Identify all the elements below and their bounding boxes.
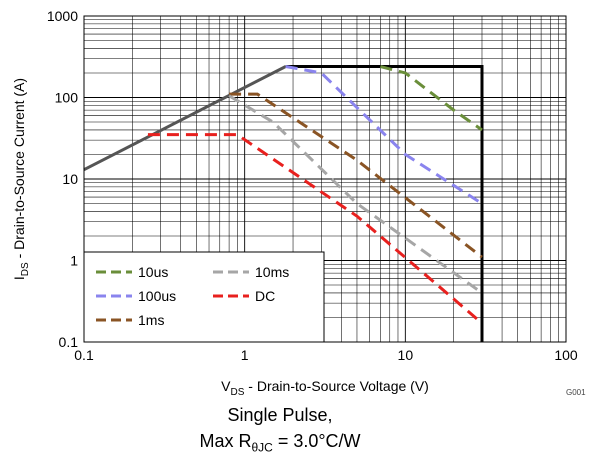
soa-boundary-ramp [83, 65, 287, 172]
y-tick-label: 0.1 [59, 334, 79, 350]
x-tick-label: 1 [241, 347, 249, 363]
legend-label-100us: 100us [138, 288, 176, 304]
x-tick-label: 0.1 [74, 347, 94, 363]
series-lines [147, 65, 483, 325]
legend-label-1ms: 1ms [138, 312, 164, 328]
series-line-10ms [228, 94, 483, 295]
y-tick-label: 100 [55, 90, 79, 106]
legend: 10us 100us 1ms 10ms DC [83, 251, 325, 343]
y-tick-label: 1000 [47, 8, 78, 24]
soa-boundary-limit [285, 65, 484, 342]
caption-post: = 3.0°C/W [272, 431, 361, 451]
x-axis-label-rest: - Drain-to-Source Voltage (V) [244, 378, 428, 394]
caption-line-1: Single Pulse, [227, 405, 333, 425]
tick-labels: 0.1 1 10 100 0.1 1 10 100 1000 [47, 8, 578, 363]
y-tick-label: 1 [70, 253, 78, 269]
y-axis-label: IDS - Drain-to-Source Current (A) [11, 78, 31, 280]
x-tick-label: 10 [398, 347, 414, 363]
x-tick-label: 100 [554, 347, 578, 363]
series-line-100us [285, 65, 483, 205]
x-axis-label-sub: DS [231, 387, 245, 398]
soa-boundary [83, 65, 484, 342]
caption-line-2: Max RθJC = 3.0°C/W [0, 431, 560, 455]
series-line-10us [380, 65, 483, 132]
soa-chart: 10us 100us 1ms 10ms DC 0.1 1 10 100 0.1 1 10 100 100… [11, 8, 586, 398]
y-axis-label-sub: DS [20, 262, 31, 276]
figure-code: G001 [566, 388, 586, 397]
caption-pre: Max R [199, 431, 252, 451]
series-line-DC [147, 133, 483, 325]
x-axis-label-main: V [221, 378, 231, 394]
legend-label-10ms: 10ms [255, 264, 289, 280]
grid [83, 16, 566, 343]
x-axis-label: VDS - Drain-to-Source Voltage (V) [221, 378, 429, 398]
plot-frame [83, 15, 567, 343]
y-axis-label-main: I [11, 276, 27, 280]
legend-label-10us: 10us [138, 264, 168, 280]
caption-sub: θJC [251, 440, 273, 455]
legend-box [83, 251, 325, 343]
y-tick-label: 10 [62, 171, 78, 187]
y-axis-label-rest: - Drain-to-Source Current (A) [11, 78, 27, 262]
legend-label-DC: DC [255, 288, 275, 304]
